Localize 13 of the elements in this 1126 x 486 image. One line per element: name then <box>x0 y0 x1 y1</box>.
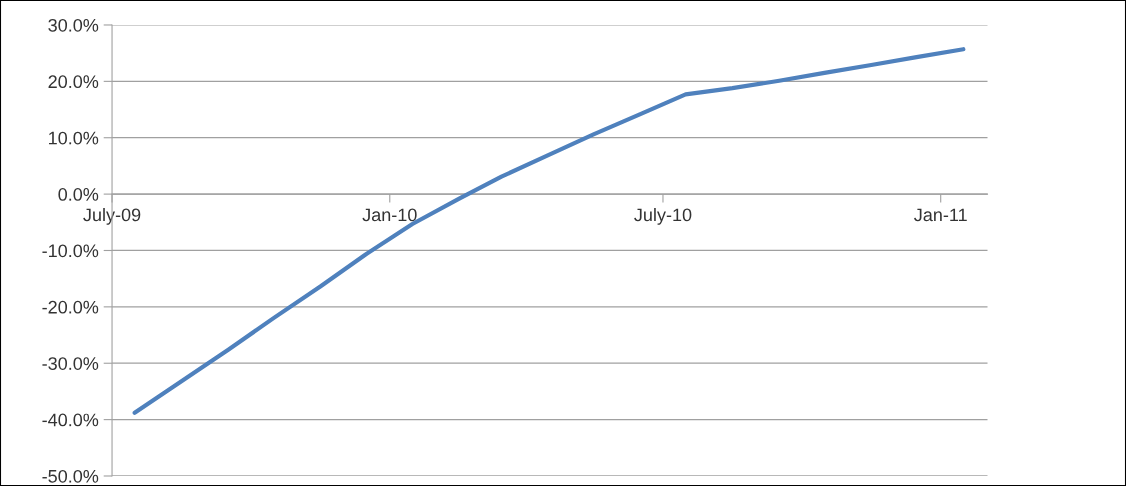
x-tick-label: Jan-11 <box>914 208 967 222</box>
y-tick-label: 10.0% <box>49 131 99 145</box>
y-tick-label: -30.0% <box>42 357 99 370</box>
y-tick-label: 0.0% <box>58 188 99 201</box>
y-tick-label: -10.0% <box>42 244 99 258</box>
y-tick-label: 30.0% <box>48 18 99 32</box>
y-tick-label: -20.0% <box>42 300 99 314</box>
x-tick-label: Jan-10 <box>362 208 417 222</box>
x-tick-label: July-10 <box>634 208 692 225</box>
x-tick-label: July-09 <box>83 208 141 225</box>
y-tick-label: -50.0% <box>42 469 99 483</box>
y-tick-label: -40.0% <box>42 413 99 427</box>
y-tick-label: 20.0% <box>48 75 99 89</box>
